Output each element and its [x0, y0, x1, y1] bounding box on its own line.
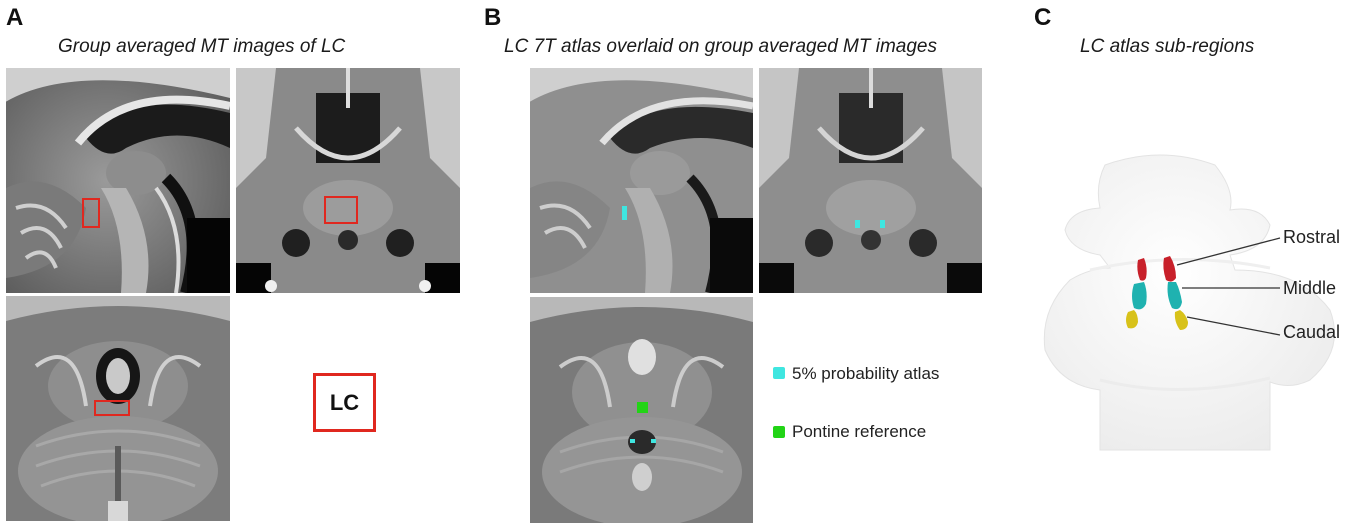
panel-b-letter: B [484, 4, 502, 31]
panel-c-letter: C [1034, 4, 1052, 31]
panel-b-sagittal-mri [530, 68, 753, 293]
panel-a-title: Group averaged MT images of LC [58, 36, 346, 57]
panel-a-axial-mri [6, 296, 230, 521]
panel-c-title: LC atlas sub-regions [1080, 36, 1255, 57]
legend-label-pontine: Pontine reference [792, 422, 927, 441]
subregion-label-rostral: Rostral [1283, 227, 1341, 247]
panel-a-sagittal-mri [6, 68, 230, 293]
lc-roi-box-axial [94, 400, 130, 416]
subregion-label-caudal: Caudal [1283, 322, 1341, 342]
legend-swatch-atlas [773, 367, 785, 379]
panel-a-coronal-mri [236, 68, 460, 293]
subregion-label-middle: Middle [1283, 278, 1337, 298]
legend-swatch-pontine [773, 426, 785, 438]
lc-key-label: LC [329, 389, 360, 415]
panel-a-letter: A [6, 4, 24, 31]
brainstem-3d-render [1030, 150, 1360, 455]
lc-key-box: LC [313, 373, 376, 432]
panel-b-coronal-mri [759, 68, 982, 293]
panel-b-title: LC 7T atlas overlaid on group averaged M… [504, 36, 938, 57]
legend-label-atlas: 5% probability atlas [792, 364, 940, 383]
lc-roi-box-coronal [324, 196, 358, 224]
panel-b-axial-mri [530, 297, 753, 523]
atlas-overlay-mark [622, 206, 627, 220]
lc-roi-box-sagittal [82, 198, 100, 228]
